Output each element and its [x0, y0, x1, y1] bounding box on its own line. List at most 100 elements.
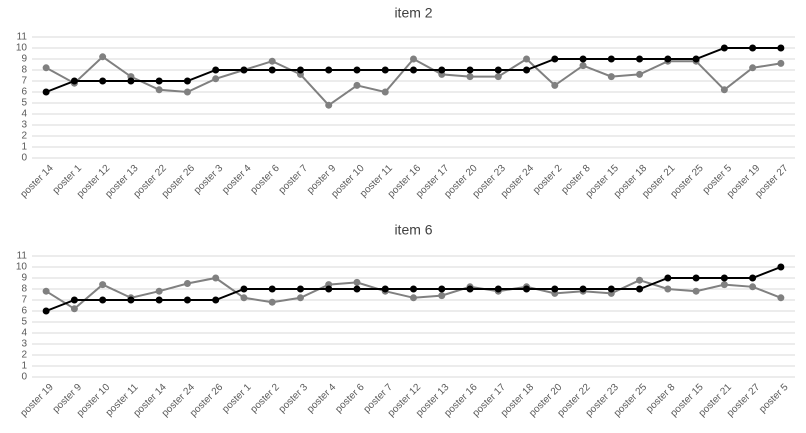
- point: [353, 278, 361, 286]
- y-tick-label: 5: [21, 317, 27, 328]
- point: [268, 66, 276, 74]
- point: [466, 73, 474, 81]
- y-tick-label: 9: [21, 54, 27, 65]
- point: [494, 285, 502, 293]
- point: [777, 294, 785, 302]
- point: [353, 285, 361, 293]
- point: [636, 55, 644, 63]
- point: [127, 77, 135, 85]
- chart-title: item 2: [394, 5, 432, 21]
- x-tick-label: poster 7: [277, 163, 311, 197]
- x-tick-label: poster 5: [757, 382, 791, 416]
- point: [353, 66, 361, 74]
- point: [607, 285, 615, 293]
- point: [749, 44, 757, 52]
- point: [212, 296, 220, 304]
- point: [42, 307, 50, 315]
- x-tick-label: poster 3: [192, 163, 226, 197]
- point: [410, 294, 417, 302]
- point: [664, 285, 672, 293]
- point: [523, 55, 531, 63]
- point: [664, 274, 672, 282]
- point: [99, 281, 107, 289]
- point: [99, 77, 107, 85]
- y-tick-label: 7: [21, 295, 27, 306]
- point: [212, 75, 220, 83]
- point: [636, 285, 644, 293]
- point: [155, 287, 163, 295]
- point: [70, 77, 78, 85]
- point: [438, 292, 446, 300]
- point: [466, 66, 474, 74]
- point: [410, 285, 417, 293]
- point: [353, 81, 361, 89]
- point: [268, 298, 276, 306]
- point: [240, 294, 248, 302]
- y-tick-label: 6: [21, 87, 27, 98]
- y-tick-label: 4: [21, 109, 27, 120]
- point: [692, 55, 700, 63]
- point: [777, 44, 785, 52]
- x-tick-label: poster 19: [19, 382, 57, 420]
- point: [636, 70, 644, 78]
- x-tick-label: poster 2: [249, 382, 283, 416]
- x-tick-label: poster 6: [333, 382, 367, 416]
- point: [42, 64, 50, 72]
- point: [42, 88, 50, 96]
- point: [183, 296, 191, 304]
- point: [381, 88, 389, 96]
- y-tick-label: 3: [21, 120, 27, 131]
- y-tick-label: 0: [21, 372, 27, 383]
- point: [466, 285, 474, 293]
- point: [268, 285, 276, 293]
- point: [70, 296, 78, 304]
- point: [720, 86, 728, 94]
- point: [438, 66, 446, 74]
- point: [692, 287, 700, 295]
- point: [636, 276, 644, 284]
- point: [579, 285, 587, 293]
- point: [720, 44, 728, 52]
- y-tick-label: 4: [21, 328, 27, 339]
- point: [749, 64, 757, 72]
- y-tick-label: 11: [17, 32, 28, 43]
- y-tick-label: 2: [21, 350, 27, 361]
- y-tick-label: 10: [16, 43, 28, 54]
- y-tick-label: 1: [21, 361, 27, 372]
- point: [99, 53, 107, 61]
- point: [155, 86, 163, 94]
- point: [155, 296, 163, 304]
- point: [523, 285, 531, 293]
- y-tick-label: 5: [21, 98, 27, 109]
- point: [494, 66, 502, 74]
- x-tick-label: poster 2: [531, 163, 565, 197]
- y-tick-label: 9: [21, 273, 27, 284]
- point: [551, 81, 559, 89]
- y-tick-label: 2: [21, 131, 27, 142]
- point: [296, 294, 304, 302]
- y-tick-label: 6: [21, 306, 27, 317]
- y-tick-label: 8: [21, 65, 27, 76]
- point: [410, 66, 417, 74]
- x-tick-label: poster 6: [249, 163, 283, 197]
- point: [579, 62, 587, 70]
- point: [325, 101, 333, 109]
- point: [551, 55, 559, 63]
- point: [183, 77, 191, 85]
- point: [777, 59, 785, 67]
- series-line: [45, 276, 782, 311]
- point: [579, 55, 587, 63]
- point: [720, 274, 728, 282]
- point: [410, 55, 417, 63]
- y-tick-label: 11: [17, 251, 28, 262]
- y-tick-label: 8: [21, 284, 27, 295]
- point: [664, 55, 672, 63]
- point: [99, 296, 107, 304]
- point: [127, 296, 135, 304]
- point: [183, 88, 191, 96]
- chart-title: item 6: [394, 222, 432, 238]
- point: [692, 274, 700, 282]
- point: [240, 66, 248, 74]
- y-tick-label: 10: [16, 262, 28, 273]
